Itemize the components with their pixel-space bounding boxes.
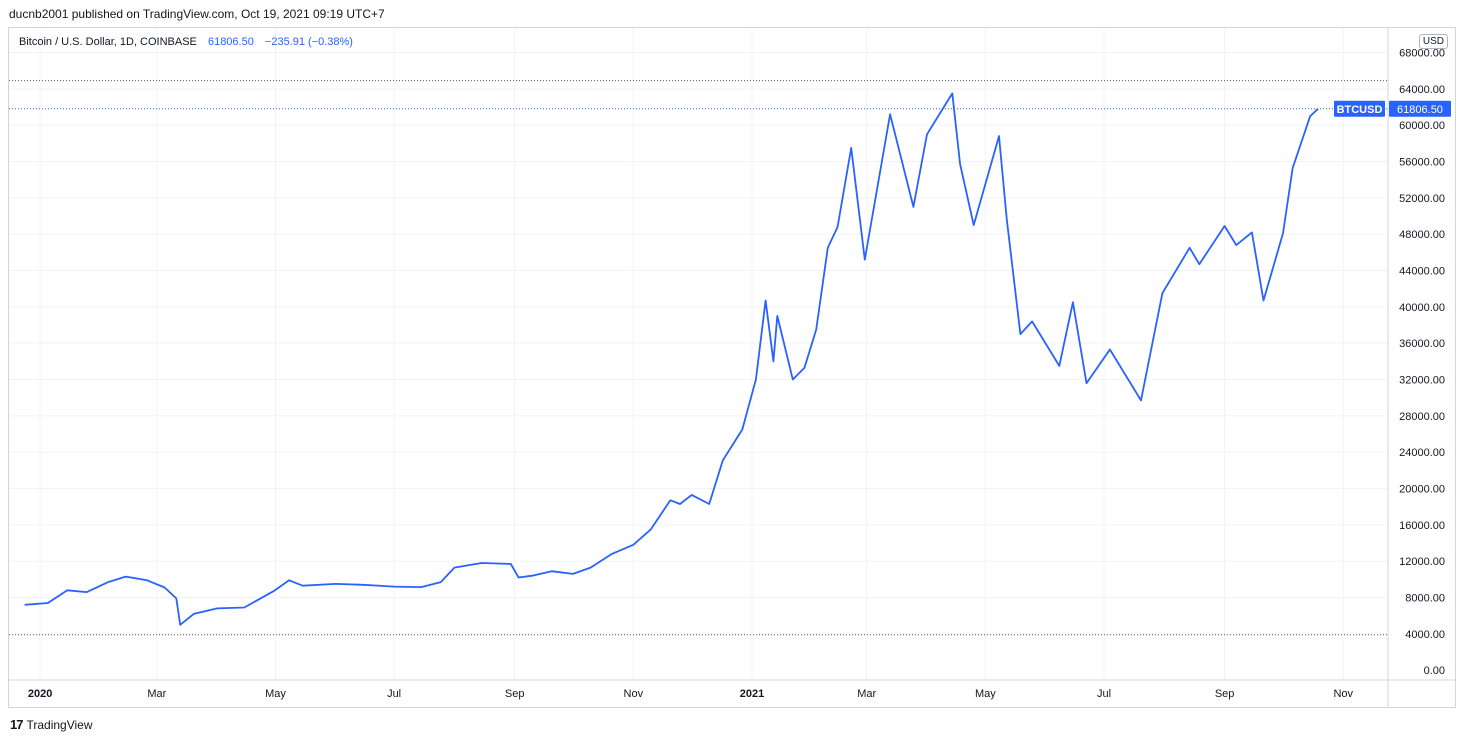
currency-button[interactable]: USD [1418,34,1448,49]
price-tick-label: 24000.00 [1399,447,1445,459]
last-price-value: 61806.50 [207,36,254,48]
time-axis: 2020 Mar May Jul Sep Nov 2021 Mar May Jul Sep Nov [28,688,1354,700]
tradingview-logo-icon: 17 [10,717,24,732]
series-legend[interactable]: Bitcoin / U.S. Dollar, 1D, COINBASE 6180… [19,36,353,48]
ticker-badge-label: BTCUSD [1337,104,1383,116]
price-tick-label: 68000.00 [1399,48,1445,60]
price-tick-label: 60000.00 [1399,120,1445,132]
price-tick-label: 12000.00 [1399,556,1445,568]
price-tick-label: 40000.00 [1399,302,1445,314]
price-tick-label: 48000.00 [1399,229,1445,241]
time-tick-label: May [975,688,996,700]
time-tick-label: May [265,688,286,700]
publisher-line: ducnb2001 published on TradingView.com, … [9,7,385,21]
price-tick-label: 44000.00 [1399,266,1445,278]
price-tick-label: 32000.00 [1399,375,1445,387]
time-tick-label: Mar [857,688,876,700]
brand-name: TradingView [26,717,93,732]
price-tick-label: 8000.00 [1405,593,1445,605]
price-tick-label: 52000.00 [1399,193,1445,205]
time-tick-label: Jul [1097,688,1111,700]
price-tick-label: 16000.00 [1399,520,1445,532]
time-tick-label: Nov [1333,688,1353,700]
ticker-badge [1334,100,1385,117]
time-tick-label: Mar [147,688,166,700]
price-tick-label: 0.00 [1424,665,1445,677]
horizontal-lines [9,80,1388,636]
price-tick-label: 56000.00 [1399,157,1445,169]
btcusd-series-line [24,92,1319,626]
time-tick-label: Sep [505,688,525,700]
chart-frame[interactable] [8,27,1456,708]
grid [9,28,1388,680]
time-tick-label: Sep [1215,688,1235,700]
time-tick-label: Jul [387,688,401,700]
time-tick-label: Nov [624,688,644,700]
time-tick-label: 2020 [28,688,52,700]
time-tick-label: 2021 [740,688,764,700]
price-tick-label: 4000.00 [1405,629,1445,641]
price-tick-label: 64000.00 [1399,84,1445,96]
price-tick-label: 28000.00 [1399,411,1445,423]
tradingview-brand[interactable]: 17 TradingView [10,717,93,732]
price-axis: 0.00 4000.00 8000.00 12000.00 16000.00 20000.… [1399,48,1445,678]
last-price-badge: BTCUSD 61806.50 [1334,100,1451,117]
symbol-description: Bitcoin / U.S. Dollar, 1D, COINBASE [19,36,197,48]
price-badge-label: 61806.50 [1397,104,1443,116]
price-change: −235.91 (−0.38%) [264,36,353,48]
price-badge [1389,100,1451,117]
price-tick-label: 36000.00 [1399,338,1445,350]
price-tick-label: 20000.00 [1399,484,1445,496]
